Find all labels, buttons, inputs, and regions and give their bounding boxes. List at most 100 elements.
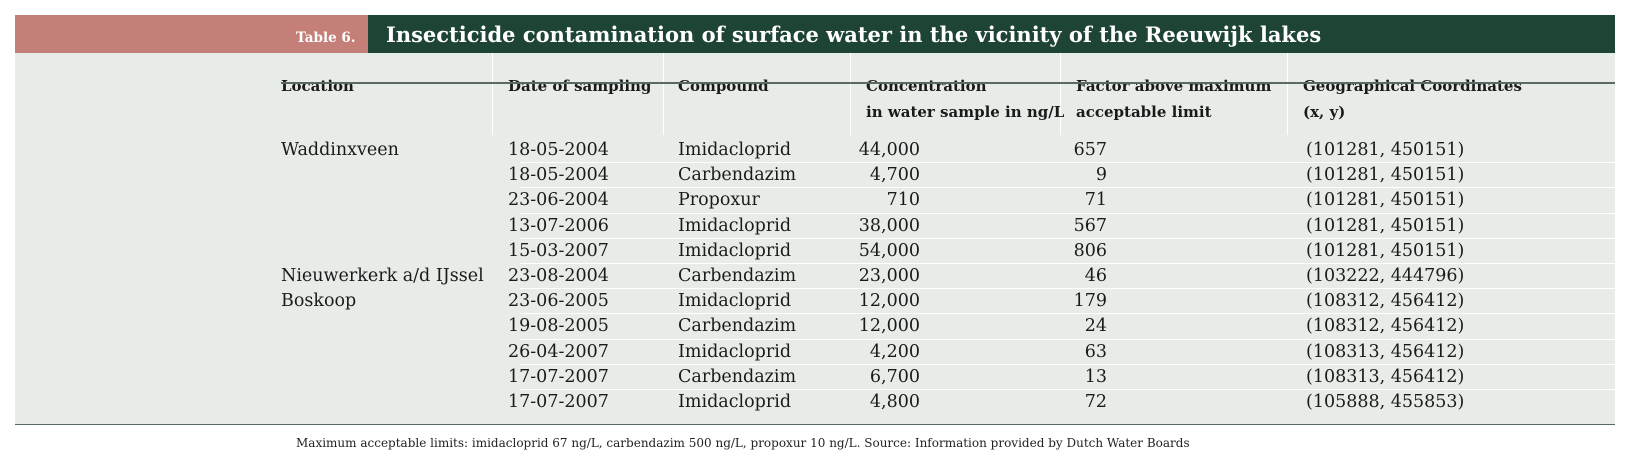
table-number-label: Table 6. [296, 30, 356, 46]
date-cell: 13-07-2006 [508, 215, 609, 236]
concentration-cell: 710 [886, 190, 920, 211]
factor-cell: 806 [1073, 240, 1107, 261]
date-cell: 15-03-2007 [508, 240, 609, 261]
compound-cell: Carbendazim [678, 316, 797, 337]
table-header-bar: Table 6. Insecticide contamination of su… [15, 15, 1615, 53]
header-coordinates-line2: (x, y) [1303, 103, 1346, 121]
date-cell: 19-08-2005 [508, 316, 609, 337]
date-cell: 23-06-2005 [508, 291, 609, 312]
concentration-cell: 4,200 [869, 341, 920, 362]
header-coordinates: Geographical Coordinates (x, y) [1303, 73, 1522, 125]
compound-cell: Carbendazim [678, 366, 797, 387]
concentration-cell: 4,700 [869, 165, 920, 186]
coordinates-cell: (108313, 456412) [1306, 341, 1465, 362]
coordinates-cell: (101281, 450151) [1306, 215, 1465, 236]
header-concentration: Concentration in water sample in ng/L [866, 73, 1064, 125]
header-coordinates-line1: Geographical Coordinates [1303, 77, 1522, 95]
compound-cell: Imidacloprid [678, 240, 792, 261]
header-concentration-line1: Concentration [866, 77, 987, 95]
coordinates-cell: (108312, 456412) [1306, 316, 1465, 337]
header-date: Date of sampling [508, 73, 651, 99]
location-cell: Nieuwerkerk a/d IJssel [281, 266, 484, 286]
row-separator [520, 363, 1615, 365]
factor-cell: 24 [1084, 316, 1107, 337]
header-factor-line1: Factor above maximum [1076, 77, 1272, 95]
concentration-cell: 4,800 [869, 392, 920, 412]
table-row: 26-04-2007 Imidacloprid 4,200 63 (108313, 45… [281, 340, 1615, 365]
concentration-cell: 23,000 [858, 266, 920, 286]
factor-cell: 13 [1084, 366, 1107, 387]
table-footnote: Maximum acceptable limits: imidacloprid … [296, 436, 1190, 450]
header-compound: Compound [678, 73, 769, 99]
table-title-block: Insecticide contamination of surface wat… [368, 15, 1615, 53]
column-divider [663, 53, 664, 135]
table-row: Waddinxveen 18-05-2004 Imidacloprid 44,000 6… [281, 138, 1615, 163]
location-cell: Waddinxveen [281, 140, 399, 160]
compound-cell: Carbendazim [678, 165, 797, 186]
coordinates-cell: (101281, 450151) [1306, 140, 1465, 160]
row-separator [520, 162, 1615, 164]
compound-cell: Carbendazim [678, 266, 797, 286]
row-separator [520, 338, 1615, 340]
coordinates-cell: (101281, 450151) [1306, 240, 1465, 261]
header-location-text: Location [281, 77, 354, 95]
factor-cell: 567 [1073, 215, 1107, 236]
date-cell: 17-07-2007 [508, 366, 609, 387]
row-separator [520, 212, 1615, 214]
concentration-cell: 6,700 [869, 366, 920, 387]
table-title: Insecticide contamination of surface wat… [386, 22, 1322, 47]
header-concentration-line2: in water sample in ng/L [866, 103, 1065, 121]
header-rule [281, 82, 1615, 84]
table-row: 17-07-2007 Imidacloprid 4,800 72 (105888, 45… [281, 390, 1615, 415]
compound-cell: Propoxur [678, 190, 760, 211]
factor-cell: 9 [1095, 165, 1107, 186]
table-panel: Location Date of sampling Compound Conce… [15, 53, 1615, 425]
table-row: Nieuwerkerk a/d IJssel 23-08-2004 Carbenda… [281, 264, 1615, 289]
table-row: 19-08-2005 Carbendazim 12,000 24 (108312, 45… [281, 314, 1615, 339]
table-label-block: Table 6. [15, 15, 368, 53]
coordinates-cell: (101281, 450151) [1306, 190, 1465, 211]
factor-cell: 179 [1073, 291, 1107, 312]
column-divider [492, 53, 493, 135]
coordinates-cell: (108312, 456412) [1306, 291, 1465, 312]
coordinates-cell: (108313, 456412) [1306, 366, 1465, 387]
date-cell: 23-06-2004 [508, 190, 609, 211]
column-divider [1287, 53, 1288, 135]
coordinates-cell: (103222, 444796) [1306, 266, 1465, 286]
coordinates-cell: (105888, 455853) [1306, 392, 1465, 412]
concentration-cell: 44,000 [858, 140, 920, 160]
row-separator [520, 187, 1615, 189]
row-separator [520, 288, 1615, 290]
date-cell: 23-08-2004 [508, 266, 609, 286]
compound-cell: Imidacloprid [678, 140, 792, 160]
table-row: 18-05-2004 Carbendazim 4,700 9 (101281, 4501… [281, 163, 1615, 188]
header-location: Location [281, 73, 354, 99]
compound-cell: Imidacloprid [678, 341, 792, 362]
compound-cell: Imidacloprid [678, 291, 792, 312]
table-row: 15-03-2007 Imidacloprid 54,000 806 (101281, … [281, 239, 1615, 264]
coordinates-cell: (101281, 450151) [1306, 165, 1465, 186]
factor-cell: 63 [1084, 341, 1107, 362]
row-separator [520, 237, 1615, 239]
concentration-cell: 12,000 [858, 316, 920, 337]
date-cell: 18-05-2004 [508, 140, 609, 160]
compound-cell: Imidacloprid [678, 215, 792, 236]
table-row: Boskoop 23-06-2005 Imidacloprid 12,000 179 (1… [281, 289, 1615, 314]
date-cell: 18-05-2004 [508, 165, 609, 186]
table-row: 17-07-2007 Carbendazim 6,700 13 (108313, 456… [281, 365, 1615, 390]
factor-cell: 72 [1084, 392, 1107, 412]
column-divider [1060, 53, 1061, 135]
row-separator [520, 263, 1615, 264]
concentration-cell: 12,000 [858, 291, 920, 312]
header-factor: Factor above maximum acceptable limit [1076, 73, 1271, 125]
table-row: 13-07-2006 Imidacloprid 38,000 567 (101281, … [281, 214, 1615, 239]
row-separator [520, 313, 1615, 315]
header-date-text: Date of sampling [508, 77, 652, 95]
concentration-cell: 38,000 [858, 215, 920, 236]
header-factor-line2: acceptable limit [1076, 103, 1212, 121]
table-row: 23-06-2004 Propoxur 710 71 (101281, 450151) [281, 188, 1615, 213]
column-divider [850, 53, 851, 135]
factor-cell: 657 [1073, 140, 1107, 160]
location-cell: Boskoop [281, 291, 357, 312]
date-cell: 17-07-2007 [508, 392, 609, 412]
